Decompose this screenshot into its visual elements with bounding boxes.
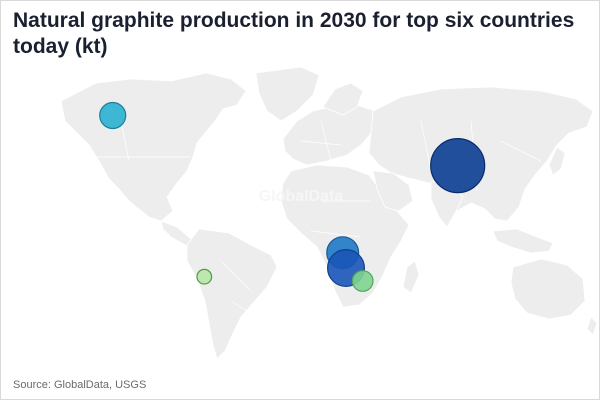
bubble-china[interactable] [430,137,486,194]
bubble-canada[interactable] [99,101,127,130]
europe-landmass [282,104,376,166]
australia-landmass [510,258,586,320]
southeast-asia-landmass [492,228,554,254]
arabia-landmass [372,170,414,212]
north-america-landmass [60,72,247,222]
south-america-landmass [186,228,278,360]
country-borders [93,120,542,312]
japan-landmass [548,146,566,176]
watermark: GlobalData [259,188,344,205]
madagascar-landmass [402,260,420,294]
source-note: Source: GlobalData, USGS [13,379,147,391]
bubble-madagascar[interactable] [351,270,374,292]
scandinavia-landmass [322,82,364,116]
new-zealand-landmass [586,316,598,336]
greenland-landmass [255,66,320,122]
world-map: GlobalData [60,66,598,360]
africa-landmass [280,164,410,308]
chart-title: Natural graphite production in 2030 for … [13,9,575,58]
bubble-brazil[interactable] [196,268,213,285]
bubble-layer [99,101,486,292]
